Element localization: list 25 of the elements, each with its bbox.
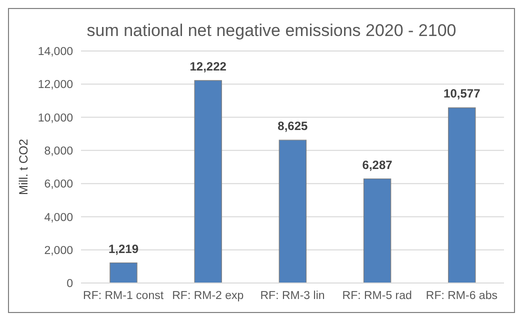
- bar: [110, 262, 138, 283]
- y-tick-label: 2,000: [44, 244, 73, 257]
- data-label: 6,287: [362, 158, 393, 172]
- x-tick-label: RF: RM-2 exp: [172, 290, 244, 302]
- bar: [278, 140, 307, 283]
- x-tick-label: RF: RM-3 lin: [260, 290, 325, 302]
- bar: [363, 178, 392, 283]
- data-label: 12,222: [190, 59, 227, 74]
- x-tick-label: RF: RM-1 const: [83, 290, 164, 302]
- y-tick-label: 6,000: [44, 178, 73, 191]
- data-label: 8,625: [278, 119, 308, 134]
- x-tick-label: RF: RM-5 rad: [342, 290, 412, 302]
- y-tick-label: 0: [66, 278, 73, 290]
- y-tick-label: 8,000: [44, 146, 73, 158]
- y-tick-label: 12,000: [38, 79, 73, 92]
- data-label: 1,219: [108, 242, 139, 256]
- x-tick-label: RF: RM-6 abs: [426, 290, 498, 302]
- bar: [194, 80, 222, 283]
- y-tick-label: 14,000: [38, 46, 73, 58]
- bar: [448, 107, 476, 283]
- data-label: 10,577: [444, 86, 481, 101]
- y-tick-label: 10,000: [38, 112, 73, 124]
- y-axis-title: Mill. t CO2: [16, 138, 30, 196]
- chart-title: sum national net negative emissions 2020 - 2100: [86, 21, 458, 41]
- y-tick-label: 4,000: [44, 212, 73, 224]
